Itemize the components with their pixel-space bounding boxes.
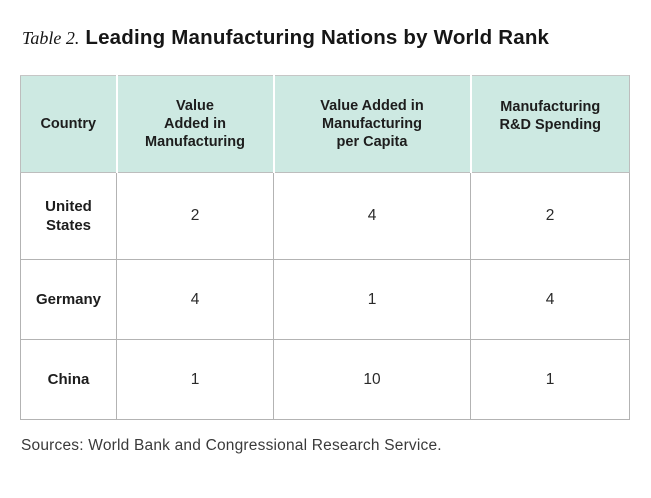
rank-cell: 4 [470,259,630,340]
rank-cell: 4 [273,172,471,260]
rank-cell: 1 [470,339,630,420]
rank-cell: 2 [470,172,630,260]
rank-cell: 4 [116,259,274,340]
country-cell: China [20,339,117,420]
header-country: Country [20,75,118,173]
country-cell: Germany [20,259,117,340]
source-note: Sources: World Bank and Congressional Re… [21,437,442,454]
header-manufacturing-rd-spending: Manufacturing R&D Spending [469,75,630,173]
rank-table: Country Value Added in Manufacturing Val… [20,75,630,420]
rank-cell: 1 [273,259,471,340]
table-title: Table 2. Leading Manufacturing Nations by… [22,26,651,50]
country-cell: United States [20,172,117,260]
table-number-label: Table 2. [22,28,80,48]
table-header-row: Country Value Added in Manufacturing Val… [20,75,630,173]
header-value-added-manufacturing: Value Added in Manufacturing [115,75,275,173]
table-row-united-states: United States 2 4 2 [20,172,630,260]
table-title-text: Leading Manufacturing Nations by World R… [85,26,550,49]
header-value-added-per-capita: Value Added in Manufacturing per Capita [272,75,472,173]
table-row-germany: Germany 4 1 4 [20,259,630,340]
header-country-label: Country [40,116,97,132]
rank-cell: 2 [116,172,274,260]
rank-cell: 10 [273,339,471,420]
table-row-china: China 1 10 1 [20,339,630,420]
rank-cell: 1 [116,339,274,420]
